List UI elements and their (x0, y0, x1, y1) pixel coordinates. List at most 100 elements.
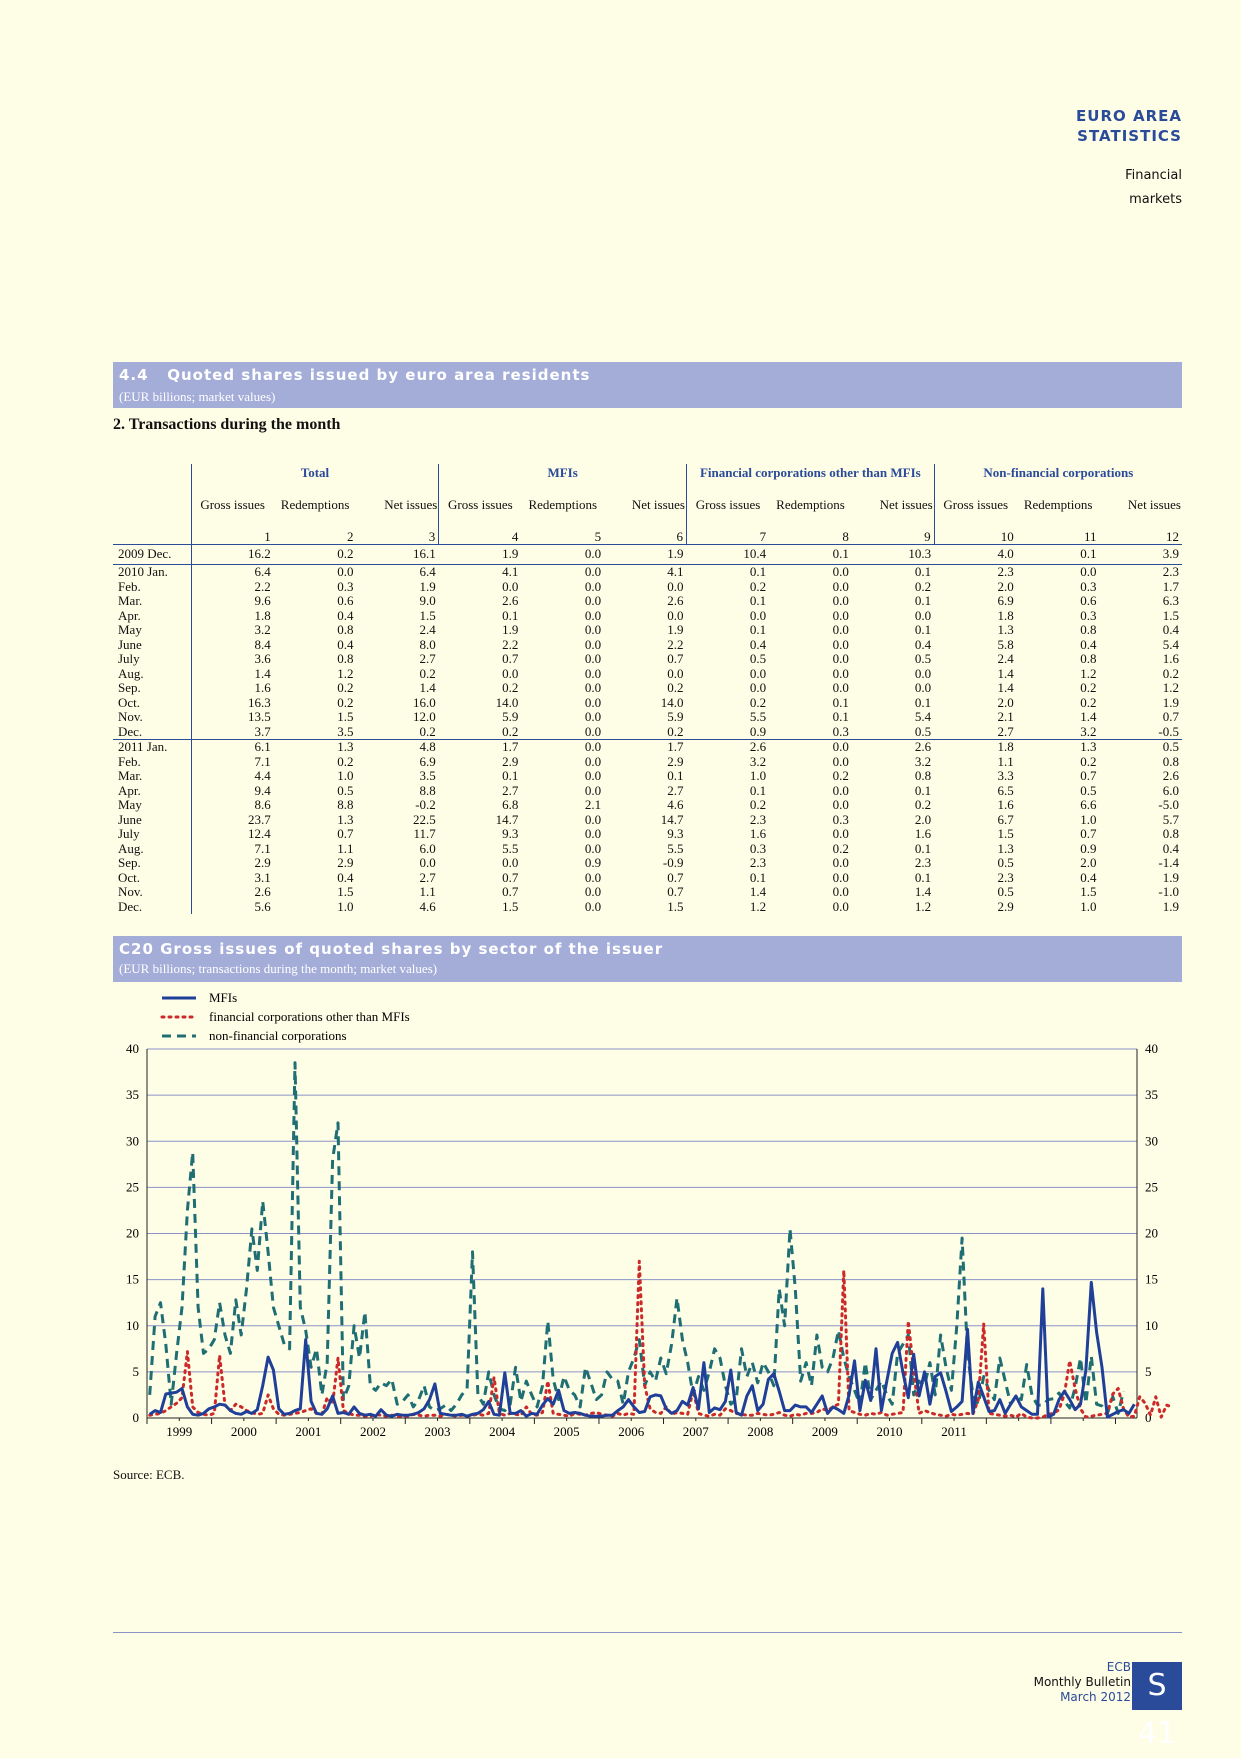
table-cell: 14.0 (660, 694, 684, 710)
x-tick-label: 2001 (295, 1424, 321, 1439)
table-cell: 4.1 (438, 564, 522, 580)
table-cell: 0.5 (337, 782, 354, 798)
table-cell: 6.0 (1162, 782, 1179, 798)
table-cell: 0.8 (1080, 622, 1097, 637)
table-cell: 2.9 (997, 898, 1014, 914)
table-cell: 0.0 (584, 651, 602, 666)
table-cell: 2.9 (190, 855, 274, 871)
table-row: 2010 Jan. 6.4 0.0 6.4 4.1 0.0 4.1 0.1 0.0 0.1 2.3 0… (113, 564, 1182, 580)
table-cell: 0.0 (584, 768, 602, 783)
row-label: Sep. (118, 855, 141, 870)
table-cell: 1.9 (419, 578, 436, 594)
table-cell: 2.7 (419, 651, 436, 666)
table-cell: 0.2 (337, 694, 354, 710)
table-cell: 0.1 (749, 869, 767, 885)
table-cell: 6.0 (419, 840, 436, 856)
table-cell: 0.1 (832, 546, 849, 562)
table-cell: 6.3 (1162, 593, 1179, 608)
subcol-header: Net issues (879, 497, 933, 512)
table-cell: 2.3 (934, 564, 1017, 580)
table-cell: 0.0 (584, 578, 602, 594)
table-row: Aug. 7.1 1.1 6.0 5.5 0.0 5.5 0.3 0.2 0.1 1.3 0.9 0.4 (113, 840, 1182, 856)
table-cell: 0.1 (914, 593, 932, 608)
table-cell: 1.7 (1162, 578, 1179, 594)
table-cell: 0.8 (914, 768, 932, 783)
table-cell: 6.1 (190, 739, 274, 755)
table-cell: 3.1 (190, 870, 274, 885)
table-cell: 0.0 (832, 797, 849, 812)
table-row: Sep. 2.9 2.9 0.0 0.0 0.9 -0.9 2.3 0.0 2.3 0.5 2.0 -1… (113, 855, 1182, 871)
table-cell: 8.6 (190, 797, 274, 813)
row-label: May (118, 797, 142, 812)
y-tick-label-left: 20 (126, 1226, 139, 1241)
row-label: Apr. (118, 782, 141, 798)
row-label: Aug. (118, 840, 144, 856)
table-cell: 1.0 (749, 768, 767, 783)
column-number: 6 (604, 518, 687, 545)
page-number: S 41 (1132, 1662, 1182, 1751)
table-cell: 3.2 (914, 753, 932, 769)
row-label: Mar. (118, 593, 143, 608)
table-cell: 8.4 (190, 637, 274, 652)
table-cell: 1.6 (914, 826, 932, 841)
table-cell: 2.9 (337, 855, 354, 870)
table-cell: 0.0 (584, 723, 602, 739)
x-tick-label: 2009 (812, 1424, 838, 1439)
chart-number: C20 (119, 940, 154, 958)
table-cell: 0.0 (584, 840, 602, 856)
legend-label: non-financial corporations (209, 1028, 347, 1043)
table-row: July 12.4 0.7 11.7 9.3 0.0 9.3 1.6 0.0 1.6 1.5 0.7 0… (113, 826, 1182, 842)
column-number: 2 (273, 518, 357, 545)
table-cell: 10.3 (908, 546, 932, 562)
y-tick-label-right: 20 (1145, 1226, 1158, 1241)
subcol-header: Gross issues (438, 496, 522, 518)
table-cell: 14.0 (495, 694, 519, 710)
chart-title: C20 Gross issues of quoted shares by sec… (119, 940, 663, 958)
row-label: June (118, 636, 142, 652)
table-cell: 0.0 (832, 680, 849, 695)
table-title-band: 4.4 Quoted shares issued by euro area re… (113, 362, 1182, 408)
table-cell: 0.2 (337, 680, 354, 695)
table-cell: 6.9 (419, 753, 436, 769)
table-cell: 11.7 (413, 826, 436, 841)
group-mfis: MFIs (438, 464, 687, 496)
table-cell: 0.8 (337, 622, 354, 637)
footer-text: ECB Monthly Bulletin March 2012 (1034, 1660, 1131, 1705)
x-tick-label: 2007 (683, 1424, 710, 1439)
table-cell: 0.5 (914, 651, 932, 666)
series-line-non-financial-corporations (148, 1061, 1125, 1415)
table-cell: 2.1 (997, 709, 1014, 724)
table-cell: 0.7 (1080, 826, 1097, 841)
column-number: 5 (521, 518, 605, 545)
table-cell: 0.2 (914, 797, 932, 812)
x-tick-label: 2000 (231, 1424, 257, 1439)
table-cell: 1.8 (934, 739, 1017, 755)
table-cell: 0.0 (832, 869, 849, 885)
table-cell: 0.7 (667, 884, 684, 899)
table-cell: 0.7 (502, 651, 519, 666)
x-tick-label: 2010 (877, 1424, 903, 1439)
y-tick-label-left: 30 (126, 1133, 139, 1148)
table-cell: 2.3 (997, 869, 1014, 885)
row-label: May (118, 622, 142, 637)
column-number: 9 (851, 518, 935, 545)
table-cell: 2.7 (419, 869, 436, 885)
row-label: Dec. (118, 723, 143, 739)
table-cell: 0.2 (832, 768, 849, 783)
table-cell: 2.0 (997, 694, 1014, 710)
table-cell: 6.4 (356, 564, 439, 580)
table-cell: 3.6 (190, 651, 274, 667)
table-cell: 0.0 (667, 665, 684, 681)
table-cell: 1.5 (1162, 607, 1179, 623)
table-row: July 3.6 0.8 2.7 0.7 0.0 0.7 0.5 0.0 0.5 2.4 0.8 1.6 (113, 651, 1182, 667)
table-cell: 0.0 (584, 680, 602, 695)
table-row: Dec. 3.7 3.5 0.2 0.2 0.0 0.2 0.9 0.3 0.5 2.7 3.2 -0.… (113, 723, 1182, 740)
column-number: 8 (769, 518, 852, 545)
row-label: Oct. (118, 694, 141, 710)
legend-label: financial corporations other than MFIs (209, 1009, 410, 1024)
y-tick-label-left: 25 (126, 1179, 139, 1194)
table-cell: 0.1 (667, 768, 684, 783)
table-cell: 0.0 (521, 739, 605, 755)
table-cell: 1.9 (1162, 898, 1179, 914)
table-cell: 5.9 (667, 709, 684, 724)
